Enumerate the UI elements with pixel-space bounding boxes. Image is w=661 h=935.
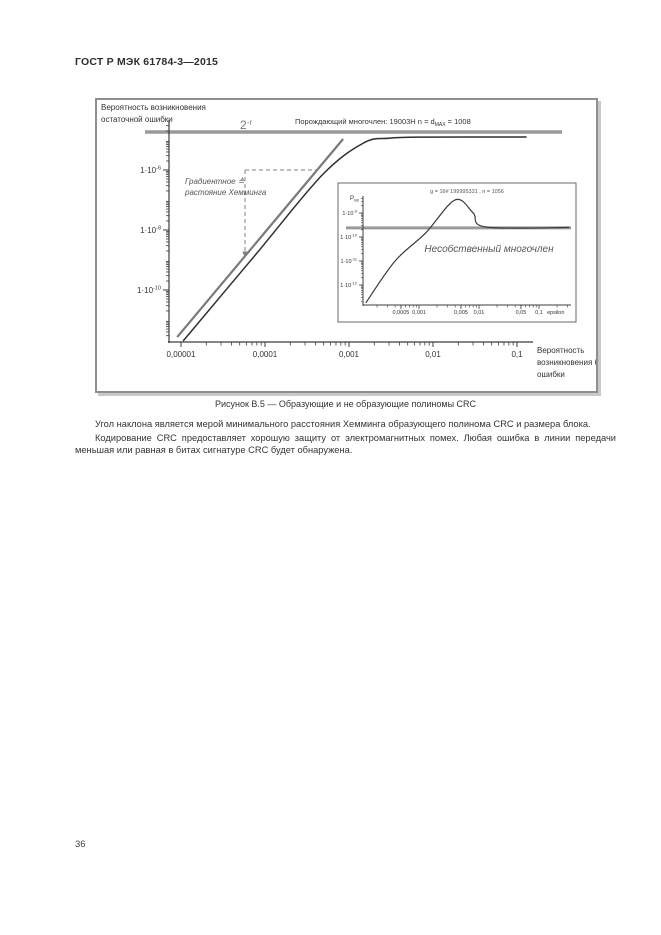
body-text-block: Угол наклона является мерой минимального… <box>75 418 616 458</box>
inset-frame <box>337 182 577 323</box>
x-axis-title: возникновения битовой <box>537 358 596 367</box>
figure-caption: Рисунок В.5 — Образующие и не образующие… <box>214 399 477 409</box>
x-tick-label: 0,0001 <box>253 350 278 359</box>
arrow-down-icon <box>242 251 248 258</box>
inset-x-tick-label: 0,01 <box>474 310 485 316</box>
improper-polynomial-curve <box>365 198 570 304</box>
x-tick-label: 0,00001 <box>167 350 196 359</box>
inset-x-tick-label: 0,001 <box>412 310 426 316</box>
figure-svg: 2-r Порождающий многочлен: 19003H n = dMA… <box>101 103 596 379</box>
inset-x-var-label: epsilon <box>547 310 564 316</box>
asymptote-label: 2-r <box>240 118 252 132</box>
hamming-gradient-line <box>176 138 344 338</box>
document-header: ГОСТ Р МЭК 61784-3—2015 <box>75 56 219 68</box>
generating-polynomial-curve <box>182 136 527 342</box>
inset-plot: g = 16# 199995331 , n = 1056 1·10-9 1·10-1… <box>337 182 577 323</box>
y-tick-label: 1·10-6 <box>140 166 161 176</box>
crc-polynomial-chart: 2-r Порождающий многочлен: 19003H n = dMA… <box>97 100 596 391</box>
improper-polynomial-label: Несобственный многочлен <box>424 243 554 255</box>
main-plot: 2-r Порождающий многочлен: 19003H n = dMA… <box>101 103 596 379</box>
figure-frame: 2-r Порождающий многочлен: 19003H n = dMA… <box>95 98 598 393</box>
paragraph-hamming-distance: Угол наклона является мерой минимального… <box>95 419 591 429</box>
main-title: Порождающий многочлен: 19003H n = dMAX =… <box>295 117 471 128</box>
paragraph-crc-coding: Кодирование CRC предоставляет хорошую за… <box>75 432 616 456</box>
gradient-annotation: Градиентное ≙ <box>185 177 245 186</box>
x-axis-title: Вероятность <box>537 346 584 355</box>
x-tick-label: 0,1 <box>511 350 523 359</box>
y-tick-label: 1·10-8 <box>140 226 161 236</box>
y-tick-label: 1·10-10 <box>137 286 161 296</box>
inset-y-var-label: Pue <box>350 196 360 203</box>
inset-y-tick-label: 1·10-10 <box>340 233 358 242</box>
inset-y-tick-label: 1·10-9 <box>342 209 357 218</box>
x-axis-title: ошибки <box>537 370 565 379</box>
y-axis-title: Вероятность возникновения <box>101 103 206 112</box>
inset-x-tick-label: 0,05 <box>516 310 527 316</box>
inset-y-tick-label: 1·10-11 <box>341 257 358 266</box>
gradient-annotation: растояние Хемминга <box>184 188 267 197</box>
page-number: 36 <box>75 839 86 850</box>
y-axis-title: остаточной ошибки <box>101 115 173 124</box>
inset-x-tick-label: 0,1 <box>535 310 543 316</box>
inset-y-tick-label: 1·10-12 <box>340 281 358 290</box>
x-tick-label: 0,01 <box>425 350 441 359</box>
x-tick-label: 0,001 <box>339 350 360 359</box>
inset-x-tick-label: 0,0005 <box>393 310 410 316</box>
inset-title: g = 16# 199995331 , n = 1056 <box>430 189 504 195</box>
inset-x-tick-label: 0,005 <box>454 310 468 316</box>
